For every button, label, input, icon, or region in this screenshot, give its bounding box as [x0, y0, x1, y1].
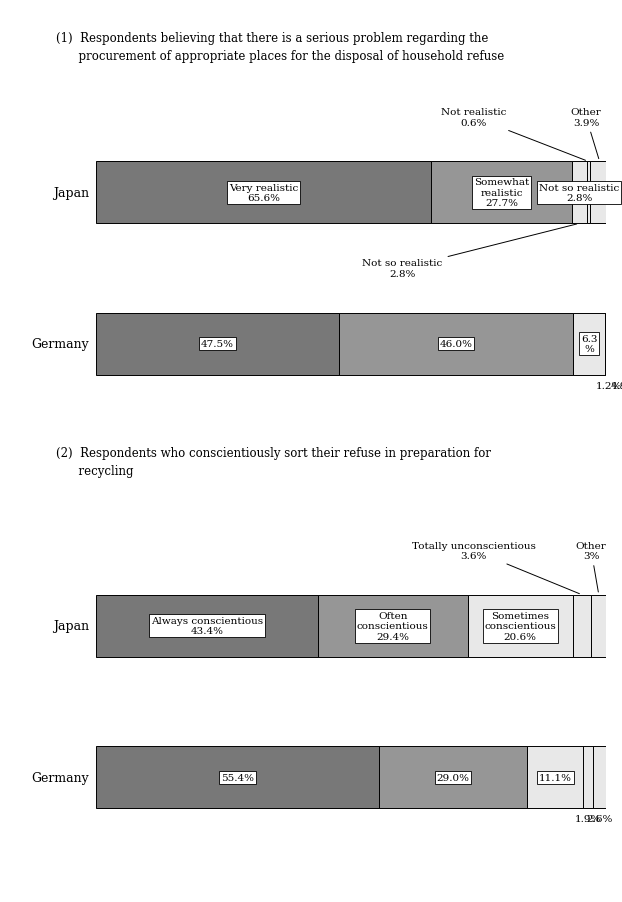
Text: 47.5%: 47.5%: [201, 340, 234, 349]
Text: 46.0%: 46.0%: [440, 340, 473, 349]
Text: recycling: recycling: [56, 465, 134, 477]
Text: Often
conscientious
29.4%: Often conscientious 29.4%: [357, 612, 429, 641]
Text: 11.1%: 11.1%: [539, 773, 572, 782]
Bar: [587, 162, 590, 224]
Text: Japan: Japan: [53, 187, 89, 199]
Text: Not so realistic
2.8%: Not so realistic 2.8%: [539, 183, 620, 203]
Bar: [96, 162, 431, 224]
Bar: [573, 313, 605, 375]
Text: Other
3%: Other 3%: [576, 541, 606, 593]
Bar: [572, 162, 587, 224]
Text: Other
3.9%: Other 3.9%: [570, 108, 601, 160]
Bar: [96, 313, 338, 375]
Text: 55.4%: 55.4%: [221, 773, 254, 782]
Text: 4.9%: 4.9%: [611, 382, 622, 391]
Text: (2)  Respondents who conscientiously sort their refuse in preparation for: (2) Respondents who conscientiously sort…: [56, 446, 491, 459]
Bar: [379, 746, 527, 808]
Bar: [605, 313, 611, 375]
Bar: [96, 595, 318, 657]
Bar: [96, 746, 379, 808]
Text: Germany: Germany: [31, 771, 89, 784]
Text: Not realistic
0.6%: Not realistic 0.6%: [441, 108, 585, 161]
Text: 1.2%: 1.2%: [595, 382, 621, 391]
Text: 1.9%: 1.9%: [575, 815, 601, 824]
Bar: [583, 746, 593, 808]
Bar: [318, 595, 468, 657]
Bar: [431, 162, 572, 224]
Bar: [590, 162, 610, 224]
Text: Not so realistic
2.8%: Not so realistic 2.8%: [362, 225, 577, 279]
Bar: [527, 746, 583, 808]
Bar: [591, 595, 606, 657]
Text: Japan: Japan: [53, 620, 89, 632]
Text: Always conscientious
43.4%: Always conscientious 43.4%: [151, 616, 263, 636]
Bar: [338, 313, 573, 375]
Text: (1)  Respondents believing that there is a serious problem regarding the: (1) Respondents believing that there is …: [56, 32, 488, 44]
Text: Sometimes
conscientious
20.6%: Sometimes conscientious 20.6%: [485, 612, 556, 641]
Bar: [468, 595, 573, 657]
Bar: [611, 313, 622, 375]
Text: 29.0%: 29.0%: [437, 773, 470, 782]
Text: Totally unconscientious
3.6%: Totally unconscientious 3.6%: [412, 541, 580, 594]
Bar: [593, 746, 606, 808]
Text: Very realistic
65.6%: Very realistic 65.6%: [229, 183, 299, 203]
Text: 6.3
%: 6.3 %: [581, 335, 598, 354]
Bar: [573, 595, 591, 657]
Text: Somewhat
realistic
27.7%: Somewhat realistic 27.7%: [474, 179, 529, 208]
Text: 2.6%: 2.6%: [587, 815, 613, 824]
Text: procurement of appropriate places for the disposal of household refuse: procurement of appropriate places for th…: [56, 50, 504, 62]
Text: Germany: Germany: [31, 338, 89, 351]
